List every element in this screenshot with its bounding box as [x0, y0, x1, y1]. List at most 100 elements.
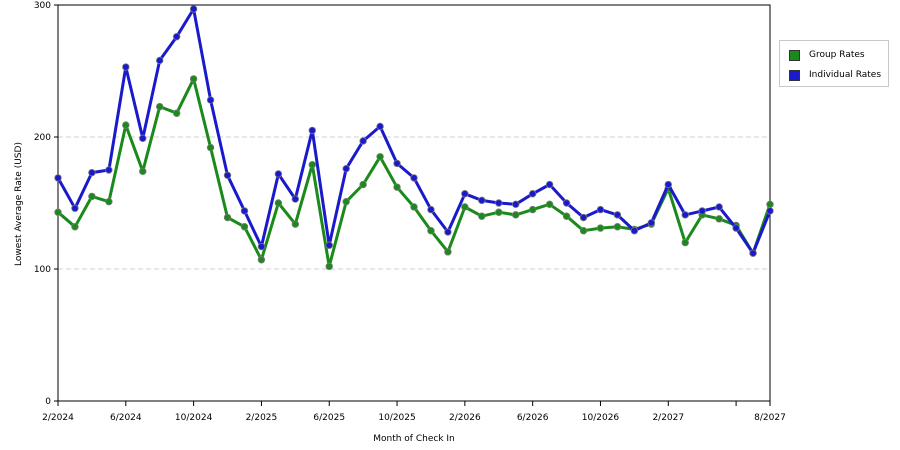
data-point: [562, 212, 571, 220]
data-point: [410, 203, 418, 211]
data-point: [444, 228, 452, 236]
data-point: [342, 164, 350, 173]
data-point: [376, 153, 384, 161]
y-axis-label: Lowest Average Rate (USD): [14, 142, 24, 266]
data-point: [206, 96, 215, 104]
x-tick-label-11: 8/2027: [754, 413, 786, 423]
legend-label-group: Group Rates: [809, 50, 865, 60]
legend-item-group: Group Rates: [789, 48, 865, 62]
data-point: [189, 5, 198, 13]
data-point: [342, 197, 350, 206]
data-point: [71, 223, 79, 231]
data-point: [223, 171, 232, 179]
x-tick-label-7: 6/2026: [517, 413, 549, 423]
series-line-1: [56, 7, 772, 255]
legend-label-individual: Individual Rates: [809, 70, 882, 80]
y-tick-label-300: 300: [34, 1, 51, 11]
plot-border: [57, 4, 771, 402]
x-tick-label-2: 10/2024: [175, 413, 213, 423]
data-point: [545, 180, 554, 189]
data-point: [291, 220, 300, 228]
data-point: [139, 134, 147, 143]
data-point: [613, 223, 622, 231]
data-point: [308, 161, 316, 169]
data-point: [291, 195, 300, 203]
series-0: [54, 75, 774, 271]
data-point: [308, 126, 316, 135]
data-point: [478, 196, 486, 205]
y-tick-label-200: 200: [34, 133, 51, 143]
data-point: [122, 63, 130, 71]
data-point: [325, 262, 333, 271]
data-point: [105, 166, 113, 174]
x-tick-label-1: 6/2024: [110, 413, 142, 423]
series-line-0: [57, 77, 772, 268]
legend-item-individual: Individual Rates: [789, 68, 881, 82]
grid-lines: [58, 136, 770, 270]
data-point: [257, 242, 266, 251]
data-point: [240, 207, 249, 215]
data-point: [478, 212, 486, 220]
data-point: [562, 199, 571, 207]
legend: Group Rates Individual Rates: [779, 40, 889, 87]
data-point: [715, 215, 723, 223]
data-point: [512, 200, 520, 209]
data-point: [139, 167, 147, 176]
data-point: [681, 238, 689, 247]
data-point: [156, 102, 164, 111]
data-point: [766, 207, 774, 215]
data-point: [630, 227, 639, 235]
data-point: [749, 249, 757, 257]
legend-swatch-individual: [789, 69, 800, 81]
data-point: [88, 192, 96, 201]
data-point: [54, 174, 62, 182]
data-point: [393, 159, 401, 168]
data-point: [647, 219, 656, 227]
x-tick-label-9: 2/2027: [652, 413, 684, 423]
data-point: [257, 256, 266, 264]
data-point: [715, 203, 723, 211]
data-point: [427, 227, 435, 235]
x-tick-label-8: 10/2026: [582, 413, 620, 423]
y-tick-label-0: 0: [45, 397, 51, 407]
x-tick-label-0: 2/2024: [42, 413, 74, 423]
data-point: [359, 180, 367, 189]
data-point: [206, 143, 215, 152]
data-point: [156, 56, 164, 65]
data-point: [105, 197, 113, 206]
x-tick-label-3: 2/2025: [246, 413, 278, 423]
tick-labels: 0 100 200 300 2/2024 6/2024 10/2024 2/2025 6/202…: [34, 1, 786, 423]
data-point: [71, 204, 79, 212]
data-point: [325, 241, 333, 249]
data-point: [274, 170, 283, 178]
series-layer: [54, 5, 774, 271]
data-point: [274, 199, 283, 207]
data-point: [172, 109, 181, 117]
data-point: [613, 211, 622, 219]
x-tick-label-4: 6/2025: [313, 413, 345, 423]
data-point: [766, 200, 774, 209]
data-point: [376, 122, 384, 131]
data-point: [444, 248, 452, 256]
data-point: [393, 183, 401, 191]
data-point: [189, 75, 198, 83]
legend-swatch-group: [789, 49, 800, 61]
data-point: [596, 205, 605, 214]
data-point: [545, 200, 554, 209]
data-point: [495, 208, 503, 216]
data-point: [461, 203, 469, 211]
data-point: [732, 224, 740, 232]
x-tick-label-6: 2/2026: [449, 413, 481, 423]
data-point: [461, 190, 469, 198]
data-point: [427, 205, 435, 214]
data-point: [54, 208, 62, 216]
data-point: [495, 199, 503, 207]
data-point: [240, 223, 249, 231]
x-axis-label: Month of Check In: [373, 434, 455, 444]
series-1: [54, 5, 774, 257]
data-point: [528, 205, 537, 214]
x-tick-label-5: 10/2025: [378, 413, 415, 423]
data-point: [528, 190, 537, 198]
data-point: [579, 227, 588, 235]
